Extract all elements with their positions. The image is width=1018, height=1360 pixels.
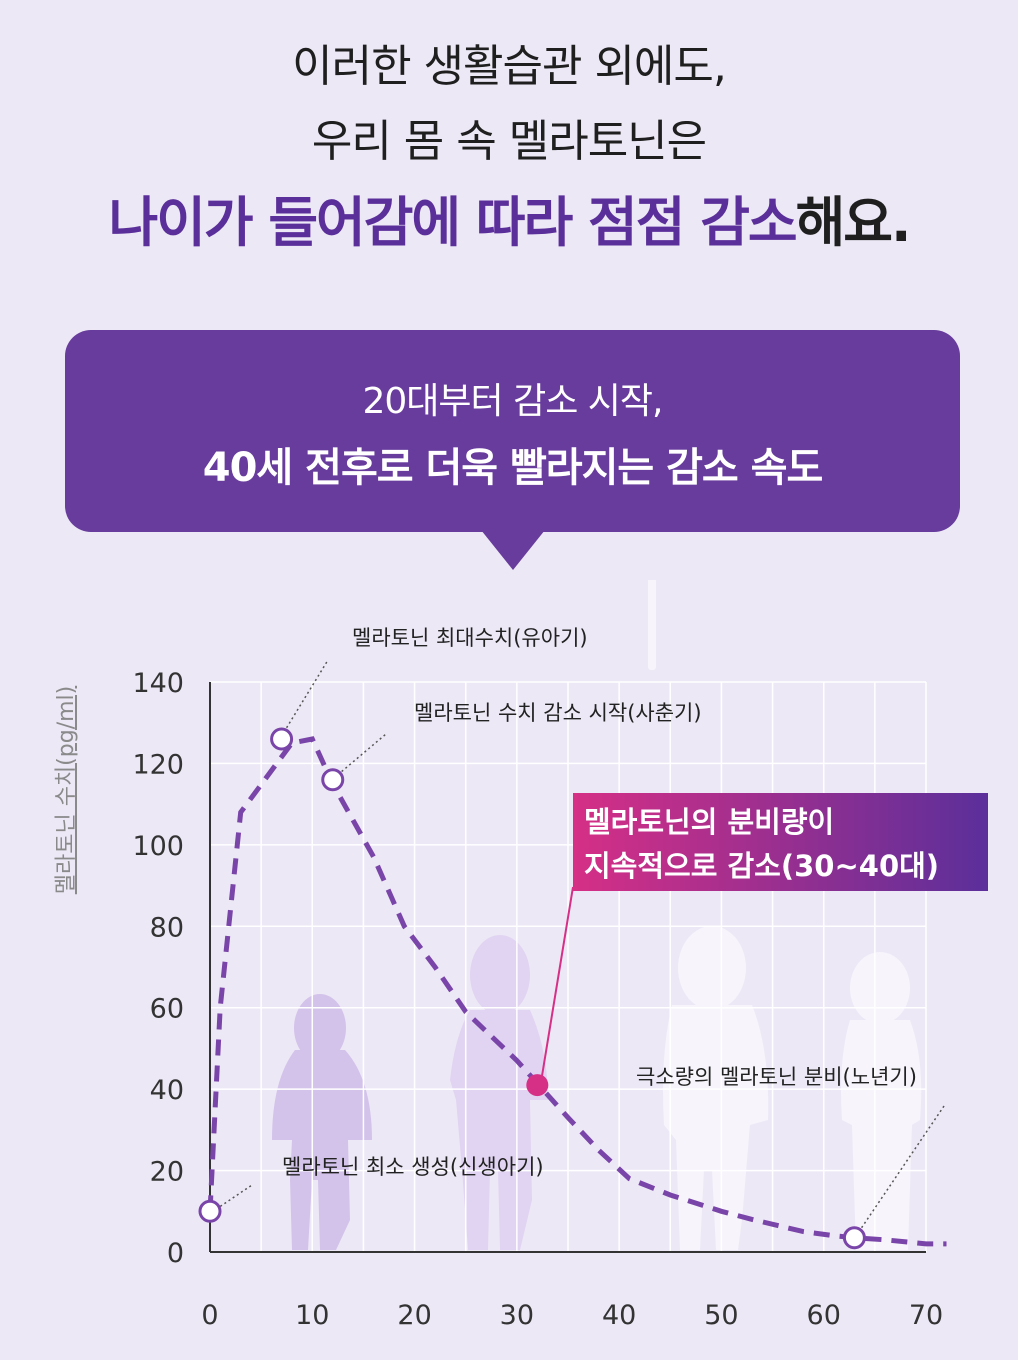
melatonin-series-line [207,736,947,1247]
annotation-newborn: 멜라토닌 최소 생성(신생아기) [282,1155,544,1179]
x-tick-label: 10 [295,1300,329,1331]
y-tick-label: 20 [150,1157,184,1188]
leader-start-decline [333,733,387,779]
woman-silhouette-icon [450,935,548,1250]
speech-bubble: 20대부터 감소 시작, 40세 전후로 더욱 빨라지는 감소 속도 [65,330,960,570]
elderly-silhouette-icon [841,952,922,1250]
melatonin-chart: 0 10 20 30 40 50 60 70 0 20 40 60 80 100 120 140 멜라토닌 … [132,580,988,1331]
headline-tail: 해요. [795,191,912,254]
x-tick-label: 0 [201,1300,218,1331]
leader-callout [540,886,574,1083]
annotation-max: 멜라토닌 최대수치(유아기) [352,626,588,650]
y-tick-label: 0 [167,1238,184,1269]
x-tick-label: 50 [704,1300,738,1331]
headline-accent: 나이가 들어감에 따라 점점 감소 [108,191,798,254]
y-tick-label: 100 [132,831,184,862]
highlight-point [526,1074,549,1097]
y-tick-label: 60 [150,994,184,1025]
y-tick-labels: 0 20 40 60 80 100 120 140 [132,668,184,1269]
x-tick-label: 20 [397,1300,431,1331]
leader-max [283,659,329,733]
silhouettes [272,580,922,1250]
annotation-start-decline: 멜라토닌 수치 감소 시작(사춘기) [414,701,702,725]
key-point [321,768,345,792]
key-point [842,1226,866,1250]
key-point [198,1199,222,1223]
key-points [198,727,866,1250]
x-tick-labels: 0 10 20 30 40 50 60 70 [201,1300,943,1331]
bubble-line-2: 40세 전후로 더욱 빨라지는 감소 속도 [202,445,824,491]
child-silhouette-icon [272,994,372,1250]
bubble-line-1: 20대부터 감소 시작, [362,381,664,422]
callout-line-1: 멜라토닌의 분비량이 [584,805,834,839]
x-tick-label: 60 [807,1300,841,1331]
y-tick-label: 40 [150,1075,184,1106]
chart-axes [209,682,926,1253]
leader-elderly [855,1105,945,1237]
headline-line-1: 이러한 생활습관 외에도, [292,41,727,92]
leader-lines [211,659,945,1237]
callout-line-2: 지속적으로 감소(30~40대) [584,849,939,883]
headline-line-3: 나이가 들어감에 따라 점점 감소해요. [0,178,1018,257]
middle-aged-silhouette-icon [648,580,769,1250]
x-tick-label: 30 [500,1300,534,1331]
bubble-tail [481,530,545,570]
x-tick-label: 40 [602,1300,636,1331]
key-point [270,727,294,751]
callout-box: 멜라토닌의 분비량이 지속적으로 감소(30~40대) [573,793,988,891]
headline-line-2: 우리 몸 속 멜라토닌은 [311,116,707,167]
y-tick-label: 140 [132,668,184,699]
x-tick-label: 70 [909,1300,943,1331]
annotation-elderly: 극소량의 멜라토닌 분비(노년기) [636,1065,917,1089]
y-tick-label: 120 [132,749,184,780]
y-tick-label: 80 [150,912,184,943]
leader-min [211,1184,253,1213]
